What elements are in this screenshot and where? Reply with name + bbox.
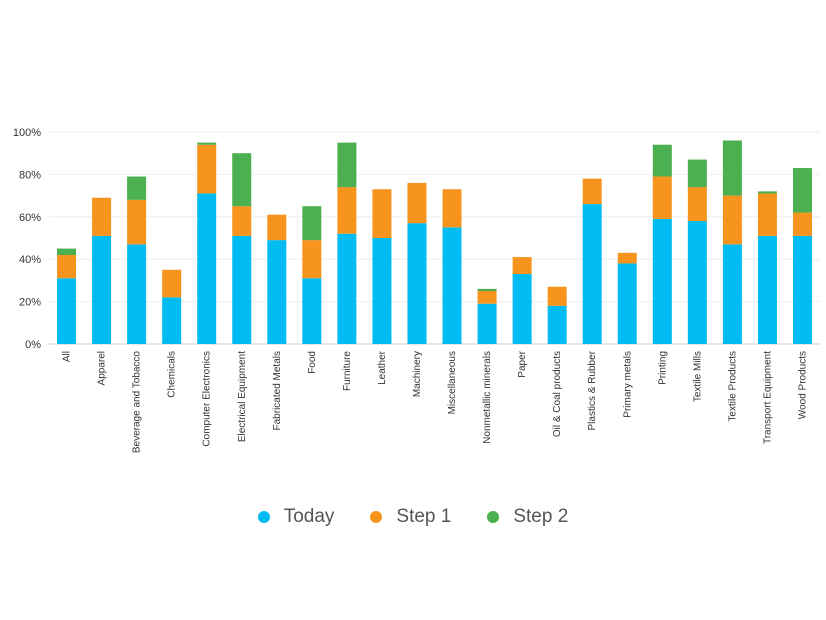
bar-beverage-and-tobacco-today[interactable] — [127, 244, 147, 344]
bar-machinery-step-1[interactable] — [407, 182, 427, 224]
x-tick-label-plastics-and-rubber: Plastics & Rubber — [587, 350, 598, 430]
bar-fabricated-metals-today[interactable] — [267, 240, 287, 344]
bar-all-today[interactable] — [57, 278, 77, 344]
bar-wood-products-today[interactable] — [792, 235, 812, 344]
bar-computer-electronics-step-1[interactable] — [197, 144, 217, 194]
bar-plastics-and-rubber-step-1[interactable] — [582, 178, 602, 205]
bar-transport-equipment-today[interactable] — [757, 235, 777, 344]
bar-oil-and-coal-products-today[interactable] — [547, 305, 567, 344]
x-tick-label-all: All — [62, 351, 73, 362]
x-tick-label-printing: Printing — [657, 351, 668, 385]
bar-furniture-today[interactable] — [337, 233, 357, 344]
bar-paper-today[interactable] — [512, 274, 532, 344]
bar-computer-electronics-step-2[interactable] — [197, 142, 217, 145]
y-tick-label: 100% — [13, 127, 41, 139]
legend: Today Step 1 Step 2 — [0, 506, 826, 528]
x-tick-label-machinery: Machinery — [412, 351, 423, 397]
bar-fabricated-metals-step-1[interactable] — [267, 214, 287, 241]
bar-chemicals-today[interactable] — [162, 297, 182, 344]
bar-furniture-step-2[interactable] — [337, 142, 357, 188]
bar-paper-step-1[interactable] — [512, 257, 532, 275]
y-tick-label: 0% — [25, 339, 41, 351]
bar-wood-products-step-2[interactable] — [792, 168, 812, 213]
bar-chemicals-step-1[interactable] — [162, 269, 182, 298]
bar-all-step-2[interactable] — [57, 248, 77, 255]
legend-item-today[interactable]: Today — [257, 506, 335, 528]
x-tick-label-food: Food — [307, 351, 318, 374]
bar-primary-metals-step-1[interactable] — [617, 252, 637, 264]
legend-marker-today — [257, 511, 270, 523]
bar-furniture-step-1[interactable] — [337, 187, 357, 234]
bar-apparel-today[interactable] — [92, 235, 112, 344]
bar-machinery-today[interactable] — [407, 223, 427, 344]
bar-printing-step-1[interactable] — [652, 176, 672, 219]
x-tick-label-beverage-and-tobacco: Beverage and Tobacco — [132, 351, 143, 454]
x-tick-label-chemicals: Chemicals — [167, 351, 178, 398]
bar-wood-products-step-1[interactable] — [792, 212, 812, 236]
bar-nonmetallic-minerals-today[interactable] — [477, 303, 497, 344]
bar-computer-electronics-today[interactable] — [197, 193, 217, 344]
bar-apparel-step-1[interactable] — [92, 197, 112, 236]
y-tick-label: 80% — [19, 169, 41, 181]
x-tick-label-electrical-equipment: Electrical Equipment — [237, 351, 248, 442]
bar-textile-products-today[interactable] — [722, 244, 742, 344]
y-axis-tick-labels: 0% 20% 40% 60% 80% 100% — [13, 127, 41, 351]
bar-food-step-1[interactable] — [302, 240, 322, 279]
bar-textile-mills-today[interactable] — [687, 221, 707, 344]
bar-food-today[interactable] — [302, 278, 322, 344]
x-tick-label-wood-products: Wood Products — [797, 351, 808, 419]
bar-printing-today[interactable] — [652, 218, 672, 344]
bar-food-step-2[interactable] — [302, 206, 322, 241]
bar-beverage-and-tobacco-step-2[interactable] — [127, 176, 147, 200]
legend-label-today: Today — [283, 506, 335, 527]
legend-label-step-1: Step 1 — [396, 506, 452, 527]
y-tick-label: 20% — [19, 297, 41, 309]
legend-marker-step-2 — [487, 511, 500, 523]
bar-textile-mills-step-2[interactable] — [687, 159, 707, 188]
x-tick-label-paper: Paper — [517, 350, 528, 377]
x-tick-label-leather: Leather — [377, 350, 388, 385]
bar-beverage-and-tobacco-step-1[interactable] — [127, 199, 147, 245]
bar-nonmetallic-minerals-step-2[interactable] — [477, 288, 497, 291]
x-tick-label-oil-and-coal-products: Oil & Coal products — [552, 351, 563, 437]
bar-textile-mills-step-1[interactable] — [687, 187, 707, 222]
bar-leather-step-1[interactable] — [372, 189, 392, 238]
x-tick-label-computer-electronics: Computer Electronics — [202, 351, 213, 447]
x-tick-label-apparel: Apparel — [97, 351, 108, 385]
legend-item-step-2[interactable]: Step 2 — [487, 506, 568, 528]
x-tick-label-fabricated-metals: Fabricated Metals — [272, 351, 283, 430]
bars — [57, 140, 812, 344]
bar-textile-products-step-1[interactable] — [722, 195, 742, 245]
bar-leather-today[interactable] — [372, 238, 392, 344]
bar-nonmetallic-minerals-step-1[interactable] — [477, 291, 497, 304]
x-tick-label-miscellaneous: Miscellaneous — [447, 351, 458, 414]
legend-item-step-1[interactable]: Step 1 — [370, 506, 451, 528]
bar-electrical-equipment-today[interactable] — [232, 235, 252, 344]
x-tick-label-textile-mills: Textile Mills — [692, 351, 703, 402]
y-tick-label: 40% — [19, 254, 41, 266]
x-axis-category-labels: All Apparel Beverage and Tobacco Chemicals C… — [62, 350, 809, 453]
x-tick-label-furniture: Furniture — [342, 351, 353, 391]
bar-miscellaneous-today[interactable] — [442, 227, 462, 344]
legend-marker-step-1 — [370, 511, 383, 523]
bar-textile-products-step-2[interactable] — [722, 140, 742, 196]
bar-transport-equipment-step-2[interactable] — [757, 191, 777, 194]
bar-miscellaneous-step-1[interactable] — [442, 189, 462, 228]
bar-all-step-1[interactable] — [57, 254, 77, 279]
x-tick-label-primary-metals: Primary metals — [622, 351, 633, 418]
bar-primary-metals-today[interactable] — [617, 263, 637, 344]
y-tick-label: 60% — [19, 212, 41, 224]
bar-printing-step-2[interactable] — [652, 144, 672, 177]
bar-electrical-equipment-step-2[interactable] — [232, 153, 252, 207]
bar-transport-equipment-step-1[interactable] — [757, 193, 777, 236]
bar-plastics-and-rubber-today[interactable] — [582, 204, 602, 344]
x-tick-label-nonmetallic-minerals: Nonmetallic minerals — [482, 351, 493, 444]
bar-electrical-equipment-step-1[interactable] — [232, 206, 252, 236]
legend-label-step-2: Step 2 — [513, 506, 569, 527]
x-tick-label-transport-equipment: Transport Equipment — [762, 351, 773, 444]
x-tick-label-textile-products: Textile Products — [727, 351, 738, 422]
bar-oil-and-coal-products-step-1[interactable] — [547, 286, 567, 306]
